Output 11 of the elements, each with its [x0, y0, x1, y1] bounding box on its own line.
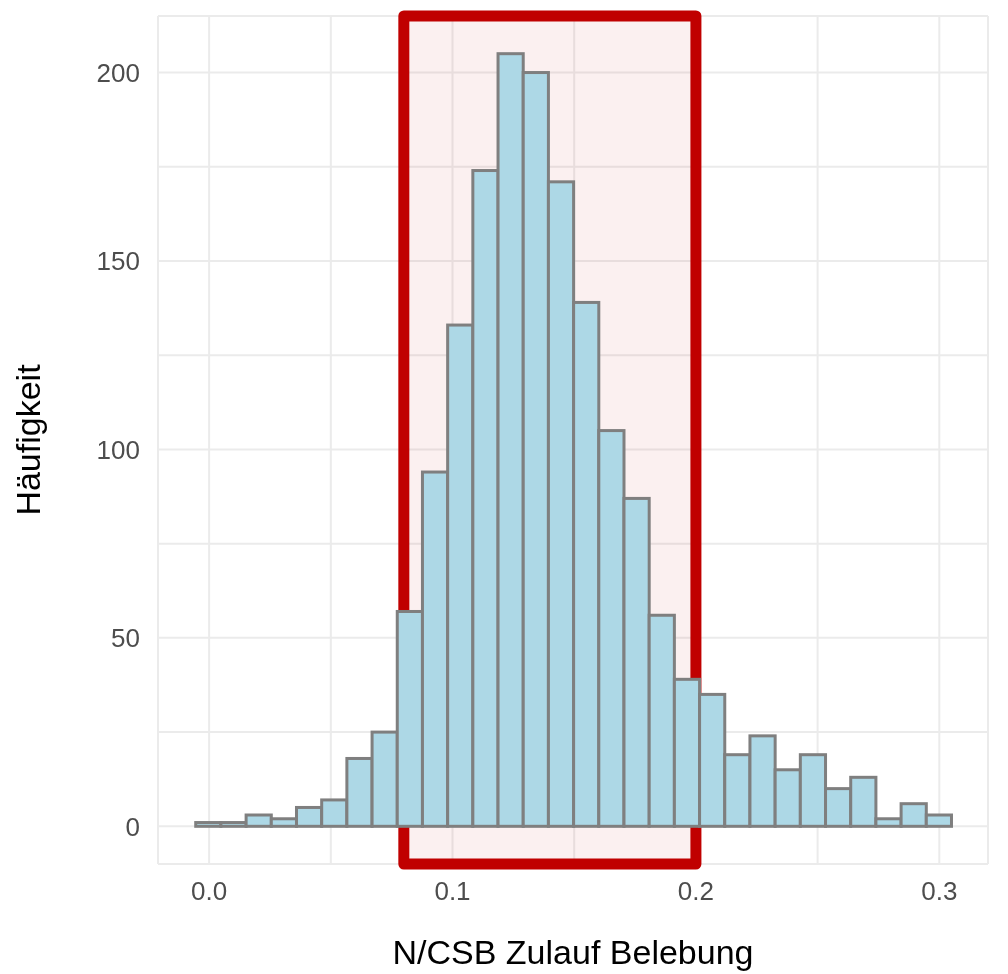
- y-tick-label: 100: [96, 434, 140, 465]
- y-axis-title: Häufigkeit: [9, 363, 48, 516]
- x-tick-label: 0.2: [677, 876, 714, 907]
- y-tick-label: 50: [111, 623, 140, 654]
- y-tick-label: 150: [96, 246, 140, 277]
- x-axis-title: N/CSB Zulauf Belebung: [392, 933, 754, 971]
- y-tick-label: 200: [96, 57, 140, 88]
- x-tick-label: 0.0: [191, 876, 228, 907]
- y-tick-label: 0: [125, 811, 140, 842]
- x-tick-label: 0.3: [921, 876, 958, 907]
- x-tick-label: 0.1: [434, 876, 471, 907]
